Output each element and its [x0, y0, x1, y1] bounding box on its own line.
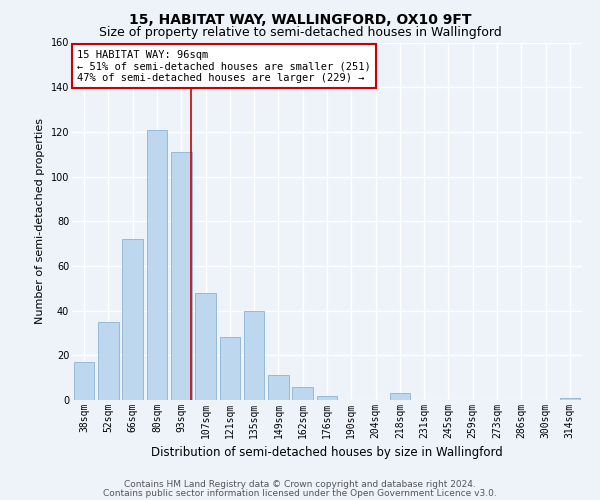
Bar: [74, 362, 94, 400]
Text: Size of property relative to semi-detached houses in Wallingford: Size of property relative to semi-detach…: [98, 26, 502, 39]
Text: Contains public sector information licensed under the Open Government Licence v3: Contains public sector information licen…: [103, 488, 497, 498]
Text: 15 HABITAT WAY: 96sqm
← 51% of semi-detached houses are smaller (251)
47% of sem: 15 HABITAT WAY: 96sqm ← 51% of semi-deta…: [77, 50, 371, 83]
Bar: [220, 338, 240, 400]
Bar: [292, 386, 313, 400]
Bar: [146, 130, 167, 400]
Text: Contains HM Land Registry data © Crown copyright and database right 2024.: Contains HM Land Registry data © Crown c…: [124, 480, 476, 489]
Bar: [171, 152, 191, 400]
Text: 15, HABITAT WAY, WALLINGFORD, OX10 9FT: 15, HABITAT WAY, WALLINGFORD, OX10 9FT: [129, 12, 471, 26]
Bar: [317, 396, 337, 400]
X-axis label: Distribution of semi-detached houses by size in Wallingford: Distribution of semi-detached houses by …: [151, 446, 503, 460]
Bar: [268, 376, 289, 400]
Y-axis label: Number of semi-detached properties: Number of semi-detached properties: [35, 118, 45, 324]
Bar: [244, 310, 265, 400]
Bar: [122, 239, 143, 400]
Bar: [98, 322, 119, 400]
Bar: [560, 398, 580, 400]
Bar: [389, 394, 410, 400]
Bar: [195, 293, 216, 400]
